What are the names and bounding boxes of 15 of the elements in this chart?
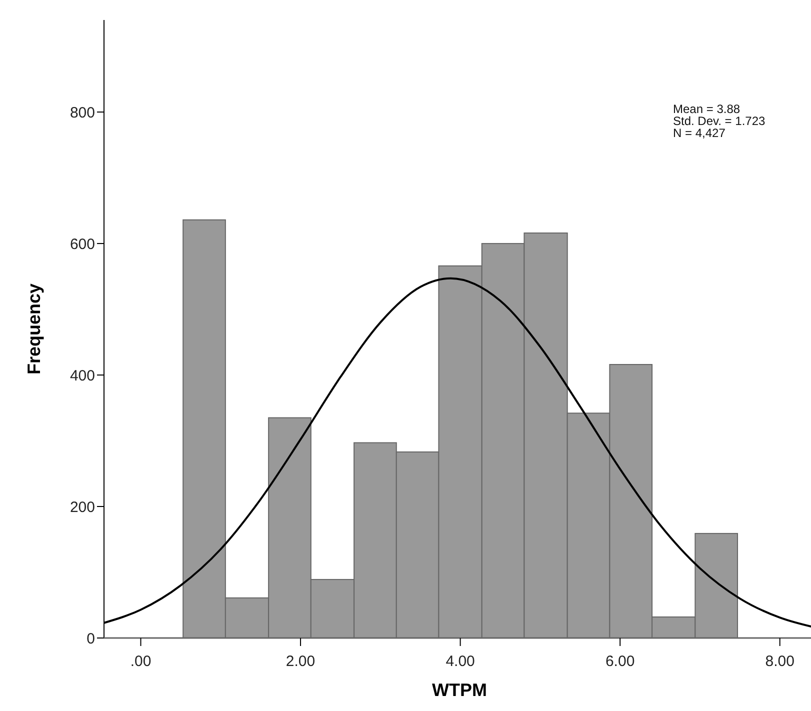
x-tick-label: 4.00 xyxy=(446,653,475,670)
x-tick-label: 2.00 xyxy=(286,653,316,670)
x-tick-label: 8.00 xyxy=(765,653,794,670)
y-axis-title: Frequency xyxy=(24,283,44,375)
annotation: N = 4,427 xyxy=(673,126,726,140)
x-tick-label: 6.00 xyxy=(605,653,635,670)
y-tick-label: 400 xyxy=(70,367,95,384)
y-tick-label: 600 xyxy=(70,236,95,253)
x-tick-label: .00 xyxy=(130,653,152,670)
annotation: Std. Dev. = 1.723 xyxy=(673,114,766,128)
y-tick-label: 800 xyxy=(70,104,95,122)
annotation: Mean = 3.88 xyxy=(673,102,740,116)
y-tick-label: 0 xyxy=(86,630,95,648)
x-axis-title: WTPM xyxy=(432,680,487,700)
y-tick-label: 200 xyxy=(70,498,95,516)
